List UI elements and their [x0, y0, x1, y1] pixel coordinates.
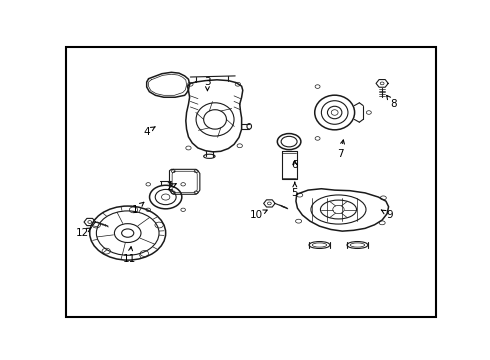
Text: 11: 11 — [123, 247, 136, 264]
Text: 3: 3 — [204, 77, 211, 91]
Text: 4: 4 — [144, 127, 155, 137]
Text: 8: 8 — [387, 95, 397, 109]
Text: 9: 9 — [381, 210, 393, 220]
Text: 5: 5 — [292, 182, 298, 198]
Text: 2: 2 — [166, 183, 176, 192]
Text: 10: 10 — [250, 210, 267, 220]
Text: 12: 12 — [75, 228, 92, 238]
Text: 1: 1 — [132, 202, 144, 215]
Text: 7: 7 — [337, 140, 344, 159]
Text: 6: 6 — [292, 160, 298, 170]
